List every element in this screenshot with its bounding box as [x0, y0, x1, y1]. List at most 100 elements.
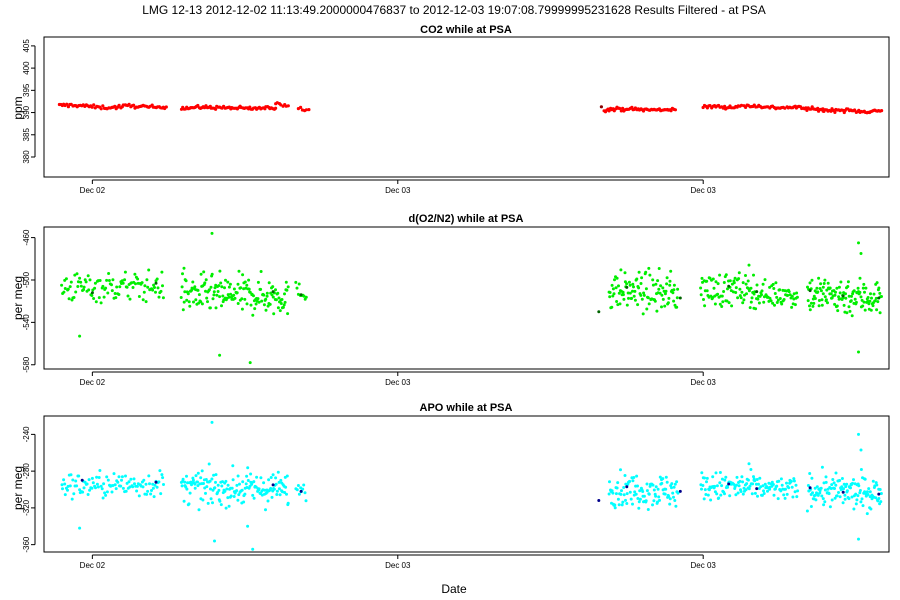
data-point-apo	[628, 490, 632, 494]
data-point-apo	[86, 493, 90, 496]
data-point-d-o2-n2	[194, 298, 198, 302]
data-point-apo	[90, 486, 94, 490]
data-point-apo	[194, 474, 198, 478]
ylabel-co2: ppm	[11, 96, 25, 119]
data-point-apo	[720, 477, 724, 481]
highlight-point-apo	[271, 483, 275, 487]
data-point-d-o2-n2	[271, 285, 275, 289]
data-point-apo	[863, 490, 867, 494]
y-tick-label-co2: 390	[22, 105, 31, 119]
data-point-apo	[741, 480, 745, 484]
data-point-d-o2-n2	[252, 294, 255, 298]
data-point-apo	[238, 482, 241, 486]
data-point-d-o2-n2	[861, 304, 865, 308]
data-point-apo	[621, 500, 625, 504]
x-tick-label-d-o2-n2: Dec 03	[385, 378, 411, 387]
data-point-apo	[229, 494, 233, 498]
data-point-apo	[117, 475, 121, 479]
data-point-apo	[705, 476, 709, 480]
data-point-d-o2-n2	[60, 283, 64, 287]
data-point-apo	[674, 504, 678, 508]
data-point-d-o2-n2	[806, 285, 809, 289]
x-tick-label-d-o2-n2: Dec 02	[80, 378, 106, 387]
data-point-d-o2-n2	[837, 295, 841, 299]
data-point-d-o2-n2	[221, 294, 225, 298]
data-point-d-o2-n2	[756, 297, 760, 301]
data-point-d-o2-n2	[749, 300, 753, 304]
data-point-d-o2-n2	[227, 285, 231, 289]
data-point-co2	[286, 104, 290, 108]
data-point-d-o2-n2	[813, 297, 817, 300]
data-point-co2	[113, 104, 117, 108]
data-point-d-o2-n2	[251, 313, 255, 317]
data-point-apo	[145, 492, 149, 496]
data-point-d-o2-n2	[790, 305, 794, 309]
data-point-d-o2-n2	[651, 283, 655, 287]
data-point-apo	[711, 475, 715, 479]
data-point-d-o2-n2	[869, 292, 872, 296]
data-point-d-o2-n2	[655, 309, 659, 313]
highlight-point-d-o2-n2	[678, 296, 682, 300]
data-point-d-o2-n2	[748, 306, 752, 310]
data-point-d-o2-n2	[700, 276, 704, 280]
data-point-d-o2-n2	[276, 291, 280, 295]
data-point-apo	[221, 480, 224, 484]
data-point-apo	[120, 475, 124, 479]
data-point-apo	[820, 465, 824, 469]
data-point-d-o2-n2	[212, 290, 216, 294]
data-point-co2	[673, 108, 678, 112]
data-point-apo	[196, 471, 200, 475]
points-co2	[57, 101, 884, 115]
outlier-point-apo	[213, 539, 216, 543]
data-point-d-o2-n2	[720, 305, 724, 308]
data-point-apo	[77, 474, 81, 478]
data-point-apo	[667, 494, 671, 498]
outlier-point-d-o2-n2	[857, 241, 860, 245]
data-point-apo	[266, 499, 270, 503]
data-point-apo	[235, 483, 239, 487]
y-tick-label-co2: 380	[22, 150, 31, 164]
data-point-apo	[129, 477, 133, 481]
panel-title-d-o2-n2: d(O2/N2) while at PSA	[409, 213, 524, 225]
data-point-apo	[81, 490, 85, 494]
data-point-d-o2-n2	[75, 272, 79, 276]
data-point-apo	[652, 488, 656, 492]
data-point-apo	[830, 483, 834, 487]
data-point-d-o2-n2	[632, 294, 636, 298]
data-point-apo	[723, 492, 726, 496]
data-point-apo	[151, 486, 155, 490]
data-point-apo	[224, 479, 228, 483]
data-point-d-o2-n2	[210, 272, 214, 276]
data-point-d-o2-n2	[78, 276, 82, 280]
data-point-apo	[833, 496, 837, 500]
y-axis-apo: -240 -280 -320 -360	[22, 426, 36, 553]
data-point-d-o2-n2	[736, 296, 740, 300]
data-point-apo	[137, 494, 141, 498]
data-point-apo	[206, 501, 210, 505]
data-point-apo	[718, 471, 722, 474]
data-point-apo	[124, 474, 127, 478]
data-point-apo	[69, 473, 73, 477]
data-point-d-o2-n2	[835, 304, 839, 308]
data-point-d-o2-n2	[131, 286, 135, 289]
data-point-d-o2-n2	[712, 286, 716, 290]
data-point-d-o2-n2	[610, 305, 614, 309]
data-point-co2	[880, 109, 884, 113]
data-point-d-o2-n2	[613, 278, 616, 282]
data-point-apo	[286, 501, 290, 505]
data-point-apo	[789, 479, 793, 483]
outlier-point-d-o2-n2	[857, 350, 860, 354]
data-point-apo	[859, 468, 863, 471]
data-point-apo	[704, 493, 708, 496]
data-point-apo	[205, 485, 209, 489]
data-point-d-o2-n2	[74, 290, 78, 294]
data-point-d-o2-n2	[628, 283, 632, 287]
data-point-apo	[619, 468, 622, 472]
data-point-d-o2-n2	[702, 298, 705, 301]
data-point-d-o2-n2	[816, 290, 820, 294]
data-point-apo	[752, 475, 755, 479]
data-point-apo	[62, 478, 66, 482]
data-point-d-o2-n2	[752, 273, 755, 277]
data-point-apo	[614, 492, 618, 496]
data-point-apo	[758, 476, 762, 480]
